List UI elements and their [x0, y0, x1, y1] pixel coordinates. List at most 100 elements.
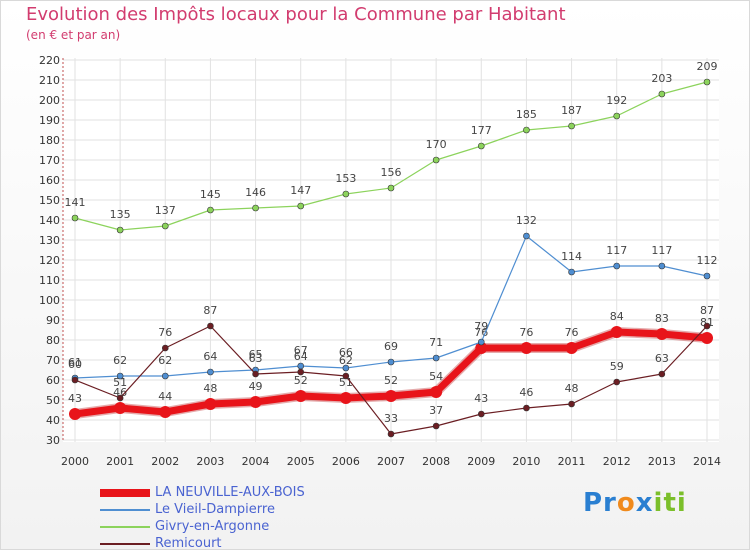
y-tick-label: 120 — [39, 254, 60, 267]
data-label: 51 — [113, 376, 127, 389]
proxiti-logo: Proxiti — [583, 488, 687, 518]
data-point — [71, 214, 79, 222]
data-label: 87 — [203, 304, 217, 317]
data-point — [523, 232, 530, 240]
data-label: 117 — [606, 244, 627, 257]
data-label: 46 — [519, 386, 533, 399]
data-label: 156 — [381, 166, 402, 179]
data-point — [297, 368, 305, 376]
data-point — [565, 342, 578, 354]
data-point — [116, 394, 124, 402]
data-label: 81 — [700, 316, 714, 329]
data-point — [207, 206, 214, 214]
data-label: 170 — [426, 138, 447, 151]
data-label: 112 — [697, 254, 718, 267]
data-point — [207, 368, 214, 376]
data-label: 52 — [384, 374, 398, 387]
x-tick-label: 2002 — [151, 455, 179, 468]
data-point — [161, 372, 169, 380]
data-label: 48 — [565, 382, 579, 395]
data-point — [432, 354, 440, 362]
data-label: 147 — [290, 184, 311, 197]
data-point — [477, 338, 485, 346]
data-point — [568, 400, 575, 408]
data-label: 76 — [565, 326, 579, 339]
x-tick-label: 2000 — [61, 455, 89, 468]
data-label: 33 — [384, 412, 398, 425]
data-point — [252, 370, 259, 378]
data-label: 43 — [474, 392, 488, 405]
data-label: 87 — [700, 304, 714, 317]
data-label: 52 — [294, 374, 308, 387]
data-label: 64 — [294, 350, 308, 363]
data-label: 59 — [610, 360, 624, 373]
data-label: 76 — [519, 326, 533, 339]
y-tick-label: 110 — [39, 274, 60, 287]
data-label: 54 — [429, 370, 443, 383]
legend-swatch — [100, 526, 150, 528]
y-tick-label: 220 — [39, 54, 60, 67]
data-point — [71, 376, 79, 384]
data-label: 65 — [249, 348, 263, 361]
x-tick-label: 2013 — [648, 455, 676, 468]
data-point — [387, 184, 395, 192]
data-label: 117 — [651, 244, 672, 257]
y-tick-label: 130 — [39, 234, 60, 247]
data-point — [294, 390, 307, 402]
data-label: 76 — [474, 326, 488, 339]
data-label: 66 — [339, 346, 353, 359]
data-point — [613, 112, 621, 120]
x-tick-label: 2003 — [196, 455, 224, 468]
data-label: 67 — [294, 344, 308, 357]
data-point — [297, 202, 305, 210]
x-tick-label: 2011 — [558, 455, 586, 468]
data-point — [430, 386, 443, 398]
data-point — [432, 156, 440, 164]
data-point — [477, 410, 485, 418]
y-tick-label: 150 — [39, 194, 60, 207]
data-label: 137 — [155, 204, 176, 217]
data-point — [703, 78, 711, 86]
x-tick-label: 2009 — [467, 455, 495, 468]
data-point — [658, 262, 666, 270]
x-tick-label: 2006 — [332, 455, 360, 468]
y-tick-label: 60 — [46, 374, 60, 387]
data-label: 203 — [651, 72, 672, 85]
data-point — [161, 222, 169, 230]
chart-title: Evolution des Impôts locaux pour la Comm… — [26, 4, 566, 25]
legend-swatch — [100, 489, 150, 497]
data-point — [703, 322, 711, 330]
data-label: 62 — [158, 354, 172, 367]
x-tick-label: 2008 — [422, 455, 450, 468]
data-label: 71 — [429, 336, 443, 349]
y-tick-label: 190 — [39, 114, 60, 127]
y-tick-label: 160 — [39, 174, 60, 187]
x-tick-label: 2014 — [693, 455, 721, 468]
data-label: 49 — [249, 380, 263, 393]
data-point — [342, 364, 350, 372]
data-label: 63 — [655, 352, 669, 365]
data-label: 209 — [697, 60, 718, 73]
data-label: 44 — [158, 390, 172, 403]
legend-label: LA NEUVILLE-AUX-BOIS — [155, 485, 305, 500]
data-point — [342, 190, 350, 198]
legend-label: Remicourt — [155, 536, 222, 551]
data-point — [703, 272, 711, 280]
data-point — [613, 378, 621, 386]
data-point — [204, 398, 217, 410]
data-point — [701, 332, 713, 344]
data-label: 83 — [655, 312, 669, 325]
data-point — [69, 408, 81, 420]
data-point — [523, 404, 530, 412]
y-tick-label: 200 — [39, 94, 60, 107]
x-tick-label: 2005 — [287, 455, 315, 468]
data-point — [339, 392, 352, 404]
data-point — [297, 362, 305, 370]
data-point — [387, 358, 395, 366]
data-point — [342, 372, 350, 380]
y-tick-label: 100 — [39, 294, 60, 307]
data-label: 177 — [471, 124, 492, 137]
x-tick-label: 2001 — [106, 455, 134, 468]
data-point — [387, 430, 395, 438]
y-tick-label: 50 — [46, 394, 60, 407]
